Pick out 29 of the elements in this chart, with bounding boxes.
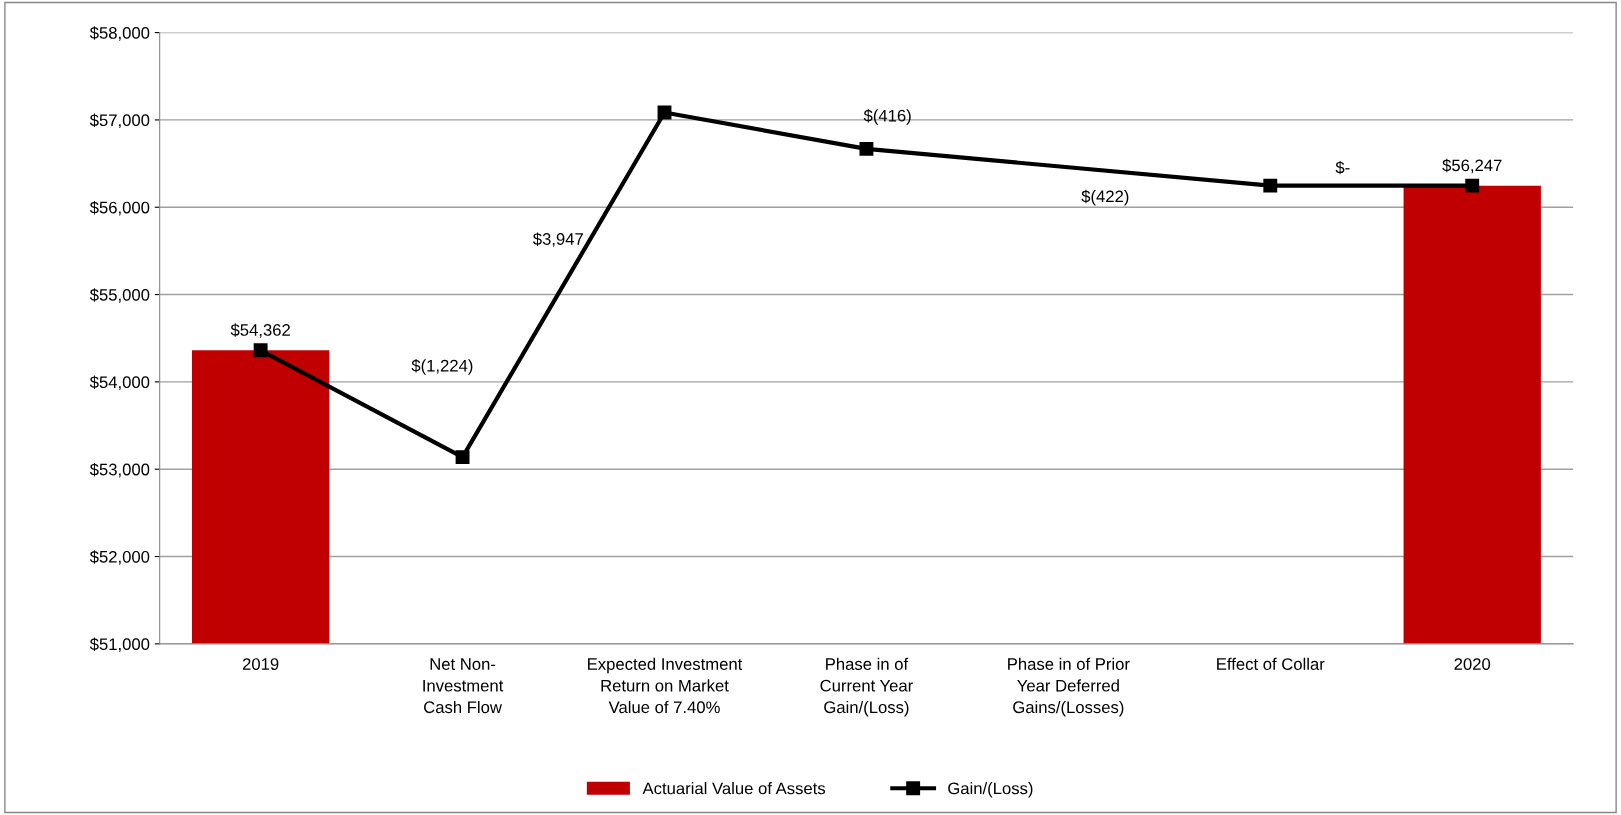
y-tick-label: $54,000 (89, 375, 150, 391)
annotation: $- (1335, 160, 1350, 175)
legend-label: Actuarial Value of Assets (642, 782, 826, 795)
annotation: $(416) (863, 109, 911, 125)
y-tick-label: $56,000 (89, 200, 150, 216)
point (1465, 178, 1480, 193)
y-tick-label: $53,000 (89, 462, 150, 478)
annotation: $(1,224) (411, 359, 473, 375)
point (253, 343, 268, 358)
point (859, 141, 874, 156)
annotation: $(422) (1081, 189, 1129, 206)
y-tick-label: $52,000 (89, 550, 150, 565)
annotation: $3,947 (532, 232, 583, 247)
y-tick-label: $58,000 (89, 26, 150, 41)
x-tick-label: Expected Investment Return on Market Value of 7.40% (588, 657, 743, 714)
x-tick-label: Phase in of Prior Year Deferred Gains/(Losses) (1008, 657, 1130, 717)
x-tick-label: Phase in of Current Year Gain/(Loss) (820, 657, 913, 717)
y-tick-label: $51,000 (89, 637, 150, 653)
x-tick-label: 2020 (1454, 658, 1491, 670)
point (455, 450, 470, 465)
y-tick-label: $55,000 (89, 288, 150, 303)
x-tick-label: Net Non- Investment Cash Flow (423, 658, 504, 714)
x-tick-label: 2019 (242, 658, 279, 670)
legend-label: Gain/(Loss) (948, 782, 1033, 798)
x-tick-label: Effect of Collar (1217, 657, 1325, 670)
data-label: $56,247 (1442, 158, 1502, 174)
y-tick-label: $57,000 (89, 113, 150, 129)
point (1263, 178, 1278, 193)
data-label: $54,362 (230, 323, 290, 338)
